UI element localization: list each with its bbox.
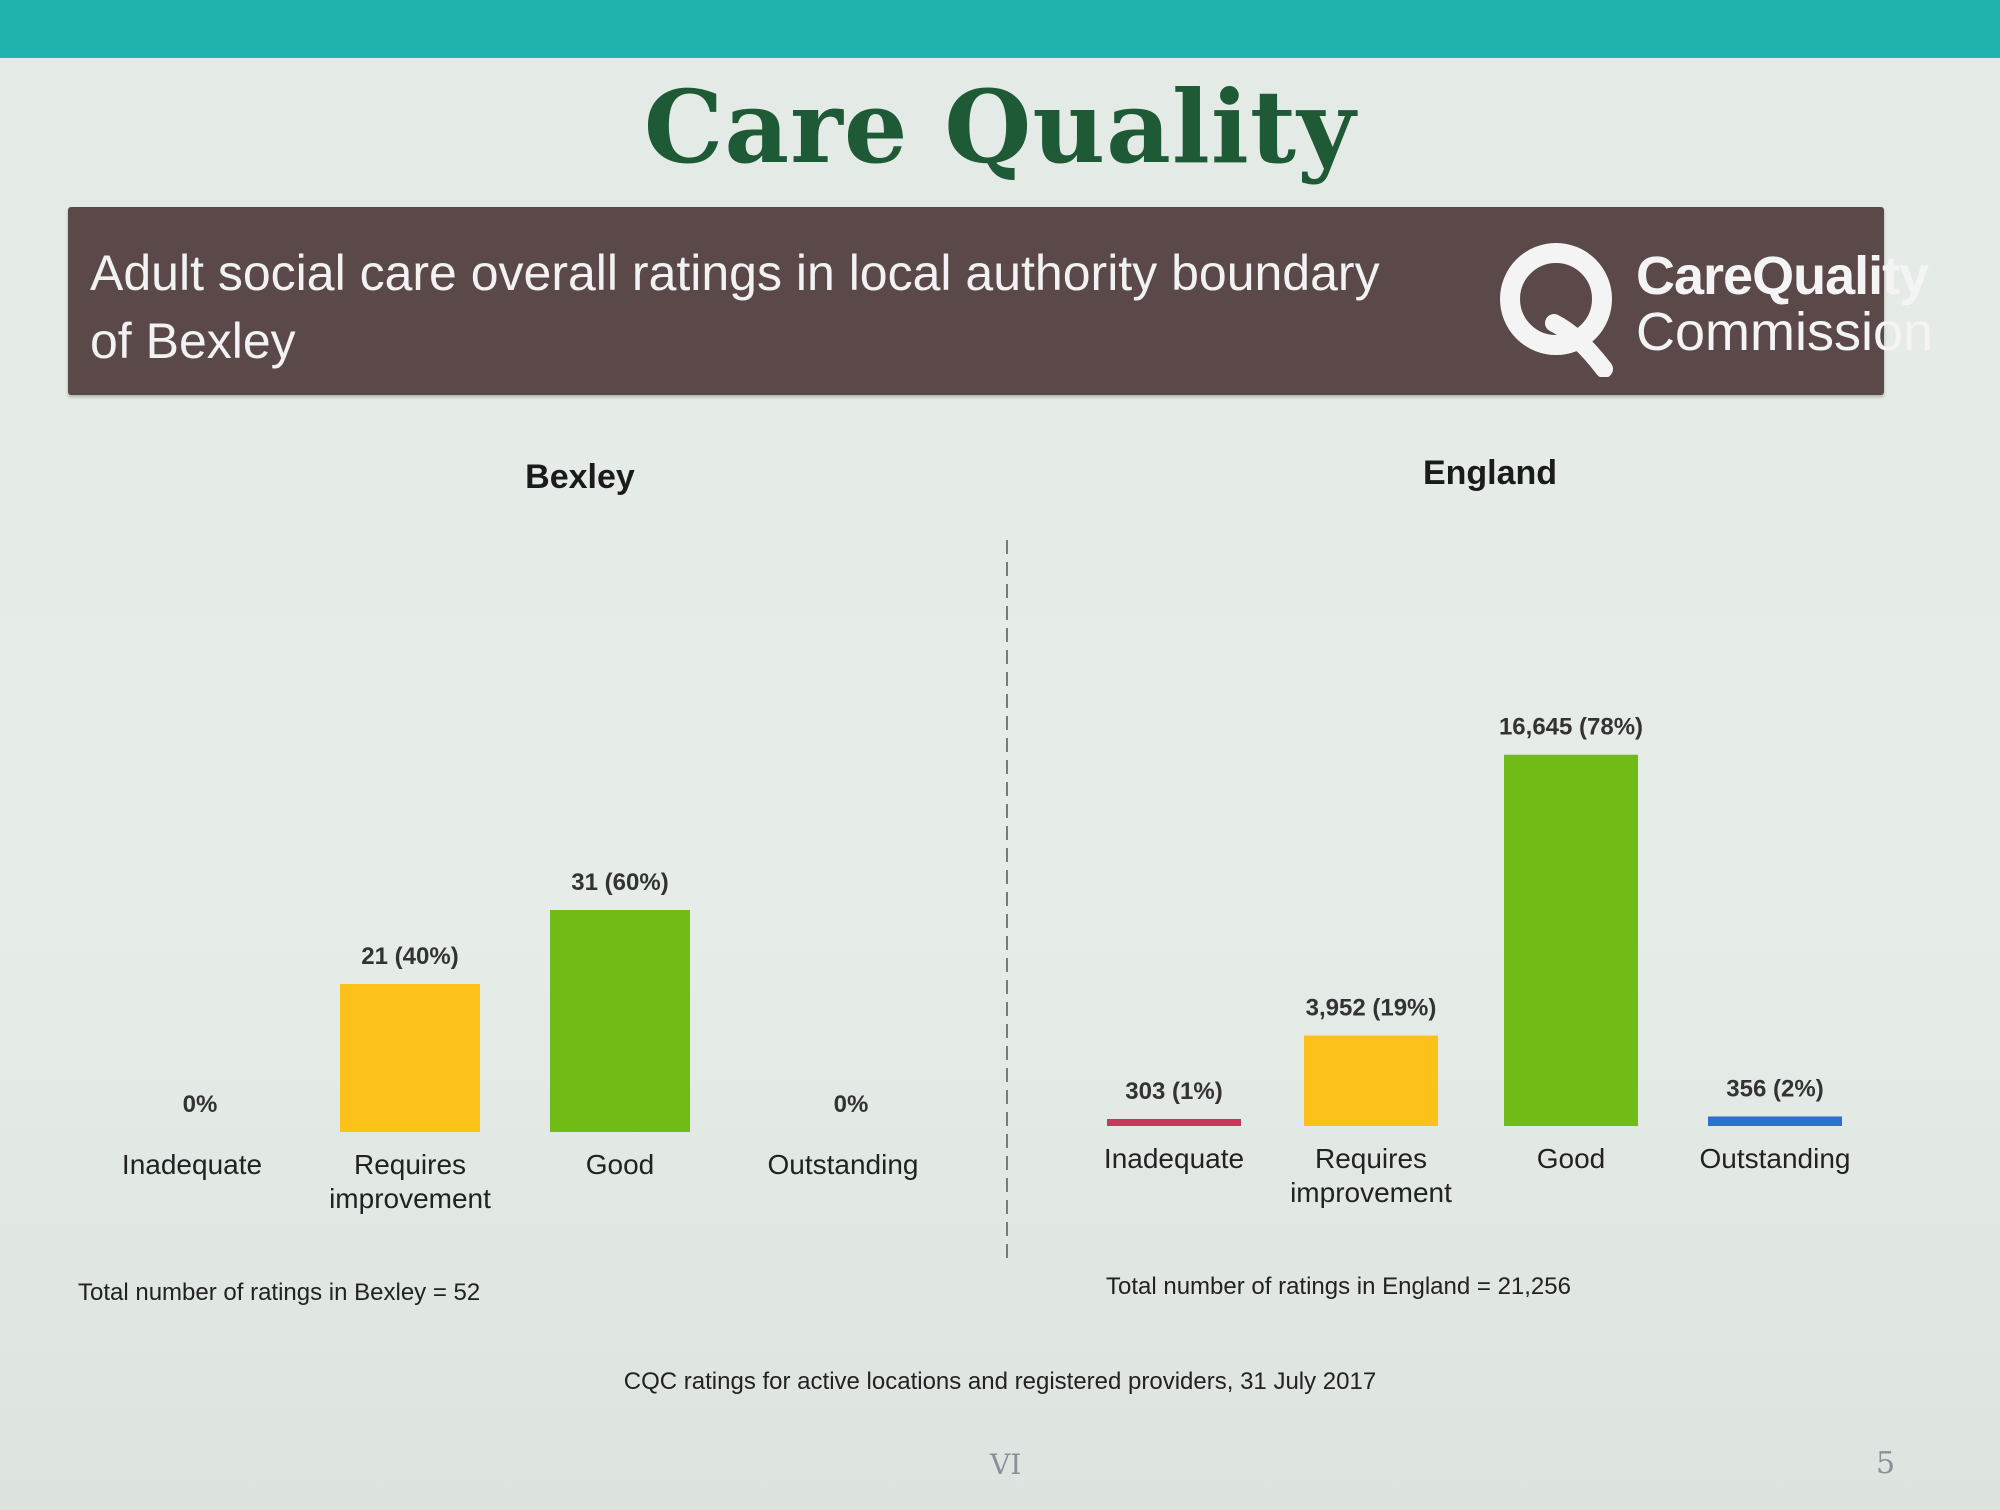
- slide-number: 5: [1876, 1446, 1896, 1481]
- cqc-q-icon: [1500, 243, 1613, 377]
- england-bar-requires-improvement: [1304, 1035, 1438, 1126]
- england-chart-title: England: [1423, 454, 1557, 492]
- england-total-label: Total number of ratings in England = 21,…: [1106, 1273, 1571, 1300]
- bexley-bar-good: [550, 910, 690, 1132]
- england-category-label-inadequate: Inadequate: [1104, 1143, 1244, 1174]
- slide-title: Care Quality: [643, 68, 1357, 186]
- footer-mark: VI: [990, 1448, 1022, 1481]
- bexley-bar-requires-improvement: [340, 984, 480, 1132]
- bexley-chart-title: Bexley: [525, 458, 635, 496]
- england-category-label-requires-improvement: Requires: [1315, 1143, 1427, 1174]
- bexley-category-label-requires-improvement: Requires: [354, 1149, 466, 1180]
- england-category-label-outstanding: Outstanding: [1700, 1143, 1851, 1174]
- bexley-category-label-requires-improvement-2: improvement: [329, 1183, 491, 1214]
- bexley-category-label-outstanding: Outstanding: [768, 1149, 919, 1180]
- england-data-label-requires-improvement: 3,952 (19%): [1306, 995, 1437, 1022]
- logo-line-care-quality: CareQuality: [1636, 246, 1929, 306]
- bexley-data-label-outstanding: 0%: [834, 1091, 869, 1118]
- bexley-data-label-requires-improvement: 21 (40%): [361, 943, 458, 970]
- bexley-total-label: Total number of ratings in Bexley = 52: [78, 1279, 480, 1306]
- bexley-category-label-inadequate: Inadequate: [122, 1149, 262, 1180]
- cqc-logo: CareQuality Commission: [1494, 231, 1933, 381]
- banner: Adult social care overall ratings in loc…: [68, 207, 1933, 395]
- england-data-label-good: 16,645 (78%): [1499, 714, 1643, 741]
- england-bar-inadequate: [1107, 1119, 1241, 1126]
- england-data-label-outstanding: 356 (2%): [1726, 1075, 1823, 1102]
- england-bar-outstanding: [1708, 1116, 1842, 1126]
- england-data-label-inadequate: 303 (1%): [1125, 1078, 1222, 1105]
- bexley-data-label-good: 31 (60%): [571, 869, 668, 896]
- bexley-data-label-inadequate: 0%: [183, 1091, 218, 1118]
- england-category-label-good: Good: [1537, 1143, 1606, 1174]
- england-bar-good: [1504, 754, 1638, 1126]
- england-category-label-requires-improvement-2: improvement: [1290, 1177, 1452, 1208]
- header-bar: [0, 0, 2000, 58]
- source-note: CQC ratings for active locations and reg…: [623, 1368, 1377, 1395]
- banner-text: Adult social care overall ratings in loc…: [90, 245, 1380, 369]
- bexley-category-label-good: Good: [586, 1149, 655, 1180]
- logo-line-commission: Commission: [1636, 302, 1934, 362]
